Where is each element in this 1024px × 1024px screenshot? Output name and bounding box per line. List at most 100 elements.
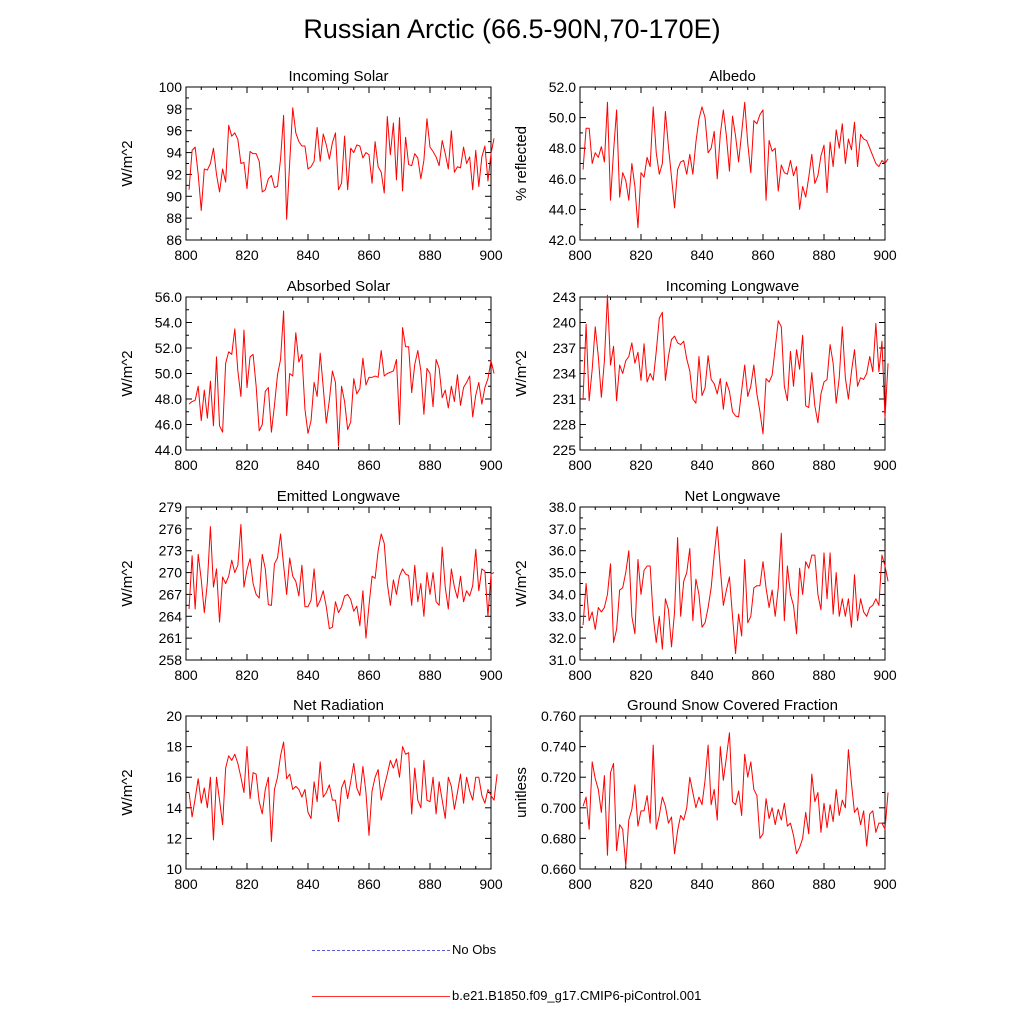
x-tick-label: 840 xyxy=(296,876,320,892)
y-tick-label: 94 xyxy=(166,145,182,161)
y-tick-label: 0.680 xyxy=(541,830,576,846)
y-tick-label: 88 xyxy=(166,210,182,226)
y-tick-label: 0.720 xyxy=(541,769,576,785)
y-axis-label: W/m^2 xyxy=(119,769,136,815)
x-tick-label: 860 xyxy=(751,876,775,892)
y-tick-label: 12 xyxy=(166,830,182,846)
y-tick-label: 34.0 xyxy=(549,586,576,602)
legend-label-model: b.e21.B1850.f09_g17.CMIP6-piControl.001 xyxy=(452,988,702,1003)
x-tick-label: 800 xyxy=(568,667,592,683)
y-axis-label: % reflected xyxy=(513,126,530,201)
series-line-net-radiation xyxy=(188,741,498,842)
x-tick-label: 820 xyxy=(235,876,259,892)
y-tick-label: 54.0 xyxy=(155,315,182,331)
x-tick-label: 800 xyxy=(174,667,198,683)
y-tick-label: 240 xyxy=(553,315,577,331)
y-tick-label: 92 xyxy=(166,166,182,182)
x-tick-label: 880 xyxy=(812,667,836,683)
y-tick-label: 48.0 xyxy=(549,140,576,156)
x-tick-label: 840 xyxy=(296,667,320,683)
y-tick-label: 86 xyxy=(166,232,182,248)
y-tick-label: 46.0 xyxy=(549,171,576,187)
legend-item-no-obs: No Obs xyxy=(312,942,496,957)
main-title: Russian Arctic (66.5-90N,70-170E) xyxy=(303,14,721,44)
y-tick-label: 279 xyxy=(159,499,183,515)
plot-frame xyxy=(185,715,492,870)
panel-emitted-longwave: Emitted Longwave W/m^2 800 820 840 860 880 900 2… xyxy=(119,488,503,683)
y-tick-label: 50.0 xyxy=(549,110,576,126)
x-tick-label: 880 xyxy=(812,876,836,892)
legend-item-model: b.e21.B1850.f09_g17.CMIP6-piControl.001 xyxy=(312,988,701,1003)
x-tick-label: 900 xyxy=(479,876,503,892)
plot-frame xyxy=(185,296,492,451)
x-tick-label: 840 xyxy=(690,457,714,473)
y-tick-label: 52.0 xyxy=(155,340,182,356)
y-tick-label: 0.660 xyxy=(541,861,576,877)
series-line-albedo xyxy=(582,101,889,229)
y-tick-label: 35.0 xyxy=(549,565,576,581)
y-tick-label: 56.0 xyxy=(155,289,182,305)
panel-title: Incoming Solar xyxy=(288,68,388,85)
y-tick-label: 42.0 xyxy=(549,232,576,248)
x-tick-label: 840 xyxy=(690,247,714,263)
y-axis-label: W/m^2 xyxy=(119,350,136,396)
x-tick-label: 820 xyxy=(629,876,653,892)
x-tick-label: 840 xyxy=(690,876,714,892)
panel-title: Incoming Longwave xyxy=(666,278,799,295)
x-tick-label: 900 xyxy=(479,247,503,263)
y-tick-label: 276 xyxy=(159,521,183,537)
panel-title: Net Longwave xyxy=(685,488,781,505)
x-tick-label: 840 xyxy=(296,457,320,473)
y-tick-label: 0.740 xyxy=(541,739,576,755)
x-tick-label: 880 xyxy=(418,457,442,473)
y-tick-label: 0.760 xyxy=(541,708,576,724)
series-line-net-longwave xyxy=(582,526,889,654)
y-axis-label: W/m^2 xyxy=(513,350,530,396)
x-tick-label: 820 xyxy=(235,667,259,683)
plot-frame xyxy=(579,86,886,241)
x-tick-label: 880 xyxy=(418,247,442,263)
x-tick-label: 860 xyxy=(357,247,381,263)
y-tick-label: 31.0 xyxy=(549,652,576,668)
x-tick-label: 900 xyxy=(479,457,503,473)
y-tick-label: 37.0 xyxy=(549,521,576,537)
y-tick-label: 52.0 xyxy=(549,79,576,95)
y-tick-label: 20 xyxy=(166,708,182,724)
y-tick-label: 270 xyxy=(159,565,183,581)
series-line-absorbed-solar xyxy=(188,310,495,447)
x-tick-label: 860 xyxy=(357,876,381,892)
series-line-incoming-longwave xyxy=(582,294,889,435)
x-tick-label: 840 xyxy=(690,667,714,683)
legend-swatch-model xyxy=(312,996,450,998)
x-tick-label: 900 xyxy=(873,457,897,473)
x-tick-label: 820 xyxy=(629,457,653,473)
panel-title: Ground Snow Covered Fraction xyxy=(627,697,838,714)
y-tick-label: 100 xyxy=(159,79,183,95)
y-tick-label: 16 xyxy=(166,769,182,785)
y-tick-label: 0.700 xyxy=(541,800,576,816)
x-tick-label: 820 xyxy=(235,457,259,473)
x-tick-label: 820 xyxy=(235,247,259,263)
panel-title: Net Radiation xyxy=(293,697,384,714)
legend-label-no-obs: No Obs xyxy=(452,942,497,957)
x-tick-label: 860 xyxy=(357,667,381,683)
panel-net-radiation: Net Radiation W/m^2 800 820 840 860 880 900 10 12… xyxy=(119,697,503,892)
x-tick-label: 800 xyxy=(174,876,198,892)
x-tick-label: 900 xyxy=(873,876,897,892)
x-tick-label: 800 xyxy=(174,247,198,263)
y-axis-label: W/m^2 xyxy=(119,140,136,186)
y-tick-label: 231 xyxy=(553,391,577,407)
x-tick-label: 800 xyxy=(174,457,198,473)
panel-incoming-solar: Incoming Solar W/m^2 800 820 840 860 880 900 86 8… xyxy=(119,68,503,263)
x-tick-label: 860 xyxy=(751,247,775,263)
y-tick-label: 98 xyxy=(166,101,182,117)
panel-title: Albedo xyxy=(709,68,756,85)
y-tick-label: 90 xyxy=(166,188,182,204)
panel-ground-snow-covered-fraction: Ground Snow Covered Fraction unitless 800 8… xyxy=(513,697,897,892)
x-tick-label: 880 xyxy=(418,876,442,892)
y-tick-label: 46.0 xyxy=(155,417,182,433)
x-tick-label: 800 xyxy=(568,247,592,263)
y-axis-label: W/m^2 xyxy=(119,560,136,606)
x-tick-label: 900 xyxy=(873,247,897,263)
